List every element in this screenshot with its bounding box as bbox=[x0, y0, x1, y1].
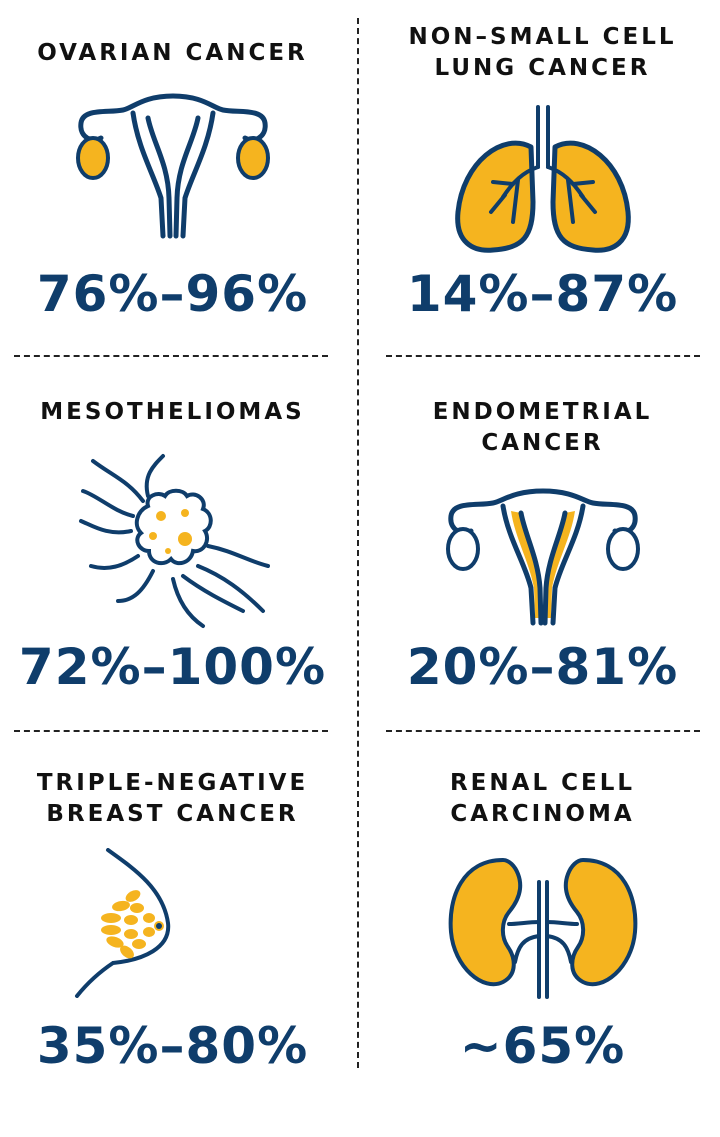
percentage-range: 14%–87% bbox=[406, 265, 679, 323]
horizontal-divider bbox=[14, 355, 328, 357]
uterus-endometrium-icon bbox=[370, 483, 715, 628]
percentage-range: 76%–96% bbox=[36, 265, 309, 323]
card-title: NON–SMALL CELL LUNG CANCER bbox=[408, 24, 677, 81]
percentage-range: 20%–81% bbox=[406, 638, 679, 696]
card-title: TRIPLE-NEGATIVE BREAST CANCER bbox=[36, 770, 309, 827]
card-title: OVARIAN CANCER bbox=[37, 40, 308, 66]
percentage-range: 35%–80% bbox=[36, 1017, 309, 1075]
horizontal-divider bbox=[386, 355, 700, 357]
card-nsclc: NON–SMALL CELL LUNG CANCER 14%–87% bbox=[370, 0, 715, 355]
horizontal-divider bbox=[386, 730, 700, 732]
card-ovarian-cancer: OVARIAN CANCER 76%–96% bbox=[0, 0, 345, 355]
vertical-divider bbox=[357, 18, 359, 1068]
horizontal-divider bbox=[14, 730, 328, 732]
card-tnbc: TRIPLE-NEGATIVE BREAST CANCER bbox=[0, 730, 345, 1137]
breast-icon bbox=[0, 848, 345, 998]
percentage-range: ~65% bbox=[459, 1017, 626, 1075]
card-mesotheliomas: MESOTHELIOMAS bbox=[0, 355, 345, 730]
kidneys-icon bbox=[370, 852, 715, 1002]
card-endometrial-cancer: ENDOMETRIAL CANCER 20%–81% bbox=[370, 355, 715, 730]
uterus-ovaries-icon bbox=[0, 88, 345, 248]
card-title: RENAL CELL CARCINOMA bbox=[449, 770, 636, 827]
lungs-icon bbox=[370, 102, 715, 257]
tumor-cell-icon bbox=[0, 451, 345, 631]
card-title: MESOTHELIOMAS bbox=[40, 399, 305, 425]
card-renal-cell-carcinoma: RENAL CELL CARCINOMA ~65% bbox=[370, 730, 715, 1137]
percentage-range: 72%–100% bbox=[18, 638, 327, 696]
card-title: ENDOMETRIAL CANCER bbox=[432, 399, 653, 456]
